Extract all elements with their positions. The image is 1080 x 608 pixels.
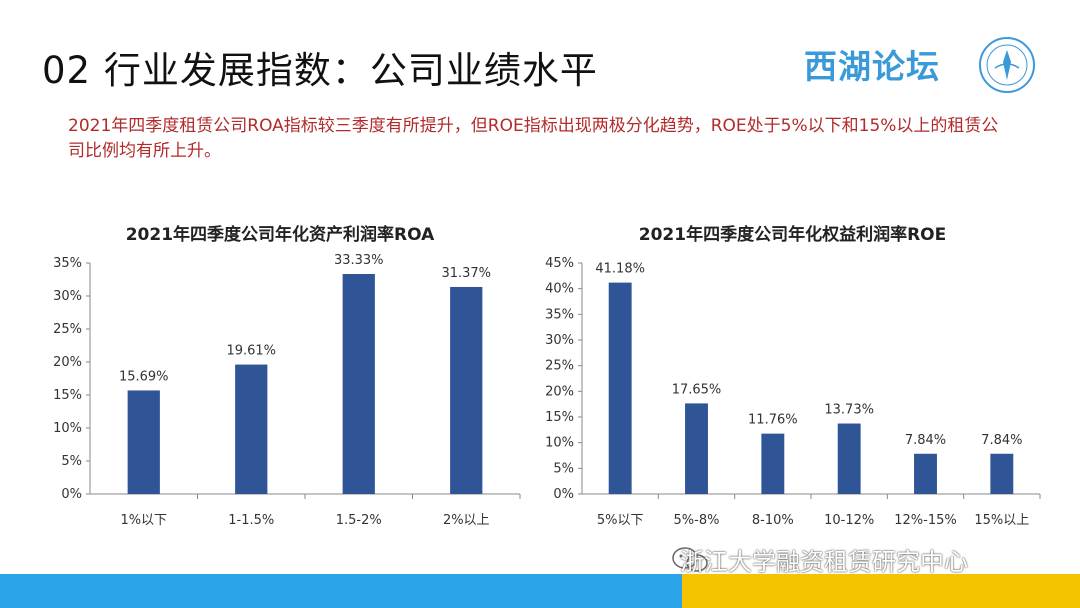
roe-chart-svg: 0% 5% 10% 15% 20% 25% 30% 35% 40% 45% 41.18% 5%以下 17… — [545, 256, 1041, 528]
roa-chart-svg: 0% 5% 10% 15% 20% 25% 30% 35% 15.69% 1%以下 19.61% 1-… — [53, 253, 521, 528]
y-tick-label: 25% — [545, 359, 574, 374]
y-tick-label: 20% — [53, 355, 82, 370]
bar — [990, 453, 1014, 494]
data-label: 15.69% — [119, 369, 169, 384]
data-label: 11.76% — [748, 413, 798, 428]
data-label: 17.65% — [672, 382, 722, 397]
watermark-text: 浙江大学融资租赁研究中心 — [680, 548, 968, 576]
data-label: 7.84% — [981, 433, 1022, 448]
y-tick-label: 35% — [53, 256, 82, 271]
data-label: 13.73% — [824, 403, 874, 418]
y-tick-label: 5% — [553, 461, 574, 476]
y-tick-label: 35% — [545, 307, 574, 322]
bar — [761, 433, 785, 494]
footer-bar-blue — [0, 574, 682, 608]
data-label: 31.37% — [441, 266, 491, 281]
y-tick-label: 10% — [545, 436, 574, 451]
y-tick-label: 10% — [53, 421, 82, 436]
bar — [235, 364, 268, 494]
x-tick-label: 1%以下 — [120, 513, 167, 528]
y-tick-label: 20% — [545, 384, 574, 399]
bar — [608, 282, 632, 494]
y-tick-label: 15% — [545, 410, 574, 425]
bar — [914, 453, 937, 494]
y-tick-label: 0% — [553, 487, 574, 502]
y-tick-label: 45% — [545, 256, 574, 271]
y-tick-label: 5% — [61, 454, 82, 469]
x-tick-label: 2%以上 — [443, 513, 490, 528]
data-label: 19.61% — [226, 344, 276, 359]
y-tick-label: 40% — [545, 282, 574, 297]
roa-chart-title: 2021年四季度公司年化资产利润率ROA — [125, 225, 435, 245]
x-tick-label: 5%以下 — [597, 513, 644, 528]
data-label: 41.18% — [595, 262, 645, 277]
roa-chart: 2021年四季度公司年化资产利润率ROA 0% 5% 10% 15% 20% 25% 30%… — [30, 210, 530, 540]
y-tick-label: 30% — [53, 289, 82, 304]
x-tick-label: 10-12% — [824, 513, 874, 528]
bar — [837, 423, 861, 494]
forum-logo: 西湖论坛 — [800, 36, 1050, 93]
footer-bar-yellow — [682, 574, 1080, 608]
x-tick-label: 15%以上 — [974, 513, 1029, 528]
x-tick-label: 1-1.5% — [228, 513, 274, 528]
wechat-icon — [672, 547, 708, 572]
y-tick-label: 0% — [61, 487, 82, 502]
roe-chart: 2021年四季度公司年化权益利润率ROE 0% 5% 10% 15% 20% 25% 30%… — [540, 210, 1045, 540]
bar — [127, 390, 160, 494]
y-tick-label: 30% — [545, 333, 574, 348]
bar — [450, 286, 483, 494]
data-label: 33.33% — [334, 253, 384, 268]
page-title: 02 行业发展指数：公司业绩水平 — [42, 49, 598, 92]
x-tick-label: 8-10% — [752, 513, 794, 528]
bar — [342, 274, 375, 494]
logo-text: 西湖论坛 — [804, 47, 940, 86]
bar — [685, 403, 708, 494]
seal-icon — [979, 37, 1035, 93]
data-label: 7.84% — [905, 433, 946, 448]
x-tick-label: 1.5-2% — [336, 513, 382, 528]
roe-chart-title: 2021年四季度公司年化权益利润率ROE — [638, 225, 947, 245]
x-tick-label: 12%-15% — [894, 513, 956, 528]
summary-text: 2021年四季度租赁公司ROA指标较三季度有所提升，但ROE指标出现两极分化趋势… — [68, 116, 999, 161]
y-tick-label: 15% — [53, 388, 82, 403]
y-tick-label: 25% — [53, 322, 82, 337]
x-tick-label: 5%-8% — [674, 513, 720, 528]
